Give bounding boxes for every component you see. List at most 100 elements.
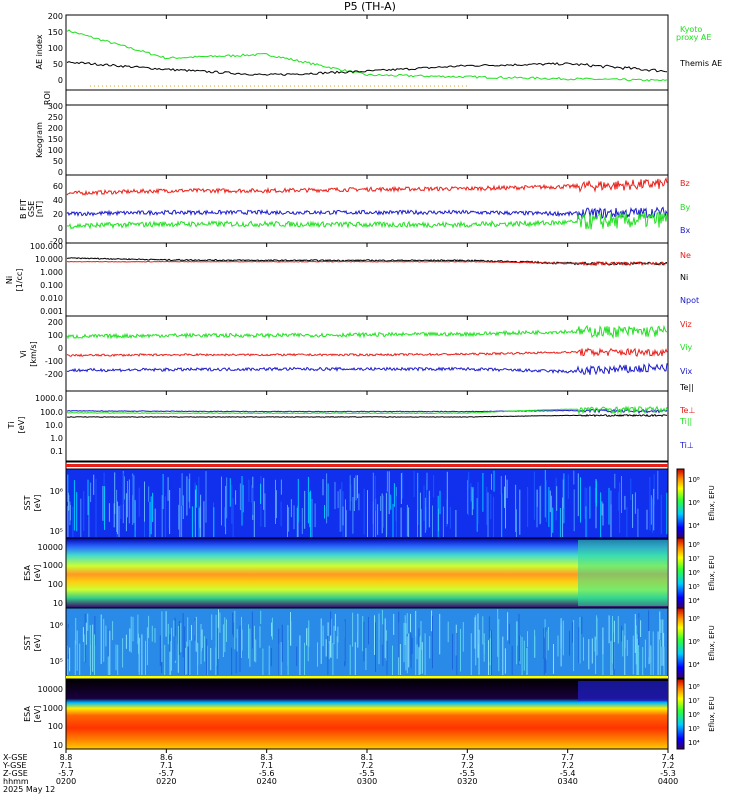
spectrogram-streak — [254, 625, 255, 662]
density-legend-npot: Npot — [680, 296, 699, 305]
bfield-panel: B FIT GSE [nT] 60 40 20 0 -20 Bz By Bx — [19, 177, 690, 246]
spectrogram-streak — [224, 507, 225, 527]
spectrogram-streak — [390, 494, 392, 510]
spectrogram-streak — [288, 507, 290, 532]
viz-line — [66, 324, 668, 340]
spectrogram-streak — [420, 621, 422, 650]
spectrogram-streak — [100, 614, 102, 664]
spectrogram-streak — [132, 476, 134, 496]
spectrogram-streak — [80, 498, 82, 537]
spectrogram-streak — [402, 472, 404, 499]
spectrogram-streak — [601, 501, 603, 516]
spectrogram-streak — [76, 492, 78, 532]
spectrogram-streak — [508, 623, 510, 645]
spectrogram-streak — [516, 621, 518, 665]
spectrogram-streak — [470, 633, 472, 675]
spectrogram-streak — [165, 611, 167, 637]
spectrogram-streak — [339, 489, 341, 532]
spectrogram-streak — [608, 615, 610, 644]
spectrogram-streak — [613, 642, 615, 675]
spectrogram-streak — [322, 479, 324, 496]
spectrogram-streak — [638, 645, 640, 675]
spectrogram-streak — [150, 496, 152, 535]
colorbar-esa-e-label: Eflux, EFU — [708, 555, 716, 590]
spectrogram-streak — [353, 477, 355, 511]
spectrogram-streak — [259, 626, 261, 648]
spectrogram-streak — [251, 484, 253, 503]
spectrogram-streak — [666, 492, 668, 535]
spectrogram-streak — [304, 490, 306, 529]
spectrogram-streak — [357, 475, 358, 499]
spectrogram-streak — [635, 625, 637, 665]
spectrogram-streak — [132, 473, 134, 525]
x-tick-label-y: 7.1 — [60, 761, 73, 770]
spectrogram-streak — [350, 484, 352, 502]
spectrogram-streak — [452, 633, 453, 670]
spectrogram-streak — [540, 484, 542, 524]
spectrogram-streak — [482, 616, 484, 645]
spectrogram-streak — [197, 643, 199, 665]
x-tick-label-x: 7.7 — [561, 753, 574, 762]
spectrogram-streak — [337, 491, 339, 509]
x-axis-ticks: 8.87.1-5.702008.67.1-5.702208.37.1-5.602… — [56, 15, 678, 786]
spectrogram-streak — [594, 488, 596, 504]
density-panel: Ni [1/cc] 100.000 10.000 1.000 0.100 0.0… — [5, 242, 699, 316]
spectrogram-streak — [395, 496, 397, 537]
spectrogram-streak — [281, 624, 283, 662]
spectrogram-streak — [610, 641, 612, 675]
spectrogram-streak — [342, 506, 344, 526]
keogram-tick-200: 200 — [48, 124, 63, 133]
spectrogram-streak — [188, 479, 190, 502]
spectrogram-streak — [586, 488, 588, 537]
spectrogram-streak — [222, 624, 224, 657]
sst-ion-spectrogram — [65, 607, 669, 679]
spectrogram-streak — [352, 497, 354, 534]
spectrogram-streak — [206, 645, 208, 675]
spectrogram-streak — [330, 621, 331, 658]
spectrogram-streak — [182, 613, 184, 658]
spectrogram-streak — [506, 479, 508, 499]
spectrogram-streak — [477, 613, 479, 658]
spectrogram-streak — [477, 482, 479, 525]
x-tick-label-z: -5.3 — [660, 769, 676, 778]
x-tick-label-x: 7.4 — [662, 753, 675, 762]
spectrogram-streak — [328, 641, 330, 660]
spectrogram-streak — [476, 498, 478, 532]
velocity-tick-minus200: -200 — [45, 370, 63, 379]
colorbar-esa-i-tick-4: 10⁵ — [688, 725, 700, 733]
spectrogram-streak — [367, 490, 368, 537]
spectrogram-streak — [144, 481, 145, 522]
spectrogram-streak — [659, 611, 661, 640]
spectrogram-streak — [134, 501, 136, 531]
spectrogram-streak — [539, 486, 541, 525]
mode-bar — [65, 461, 669, 470]
spectrogram-streak — [327, 635, 329, 675]
bfield-legend-bz: Bz — [680, 179, 690, 188]
colorbar-esa-i-tick-3: 10⁶ — [688, 711, 700, 719]
spectrogram-streak — [178, 504, 180, 530]
spectrogram-streak — [363, 488, 365, 535]
spectrogram-streak — [170, 641, 172, 675]
spectrogram-streak — [410, 613, 411, 633]
spectrogram-streak — [544, 619, 546, 636]
spectrogram-streak — [511, 645, 513, 675]
spectrogram-streak — [241, 616, 242, 658]
x-tick-label-t: 0200 — [56, 777, 76, 786]
colorbar-sst-i-tick-3: 10⁴ — [688, 661, 700, 669]
spectrogram-streak — [594, 636, 596, 652]
esa-ion-late-interval-top — [578, 681, 668, 701]
keogram-tick-50: 50 — [53, 157, 63, 166]
spectrogram-streak — [562, 497, 564, 537]
spectrogram-streak — [446, 471, 448, 525]
esa-electron-panel: ESA [eV] 10000 1000 100 10 — [23, 537, 669, 609]
spectrogram-streak — [141, 634, 143, 675]
spectrogram-streak — [475, 615, 477, 666]
spectrogram-streak — [579, 617, 581, 664]
spectrogram-streak — [652, 498, 654, 533]
ae-tick-50: 50 — [53, 60, 63, 69]
spectrogram-streak — [489, 638, 491, 666]
spectrogram-streak — [200, 624, 202, 665]
spectrogram-streak — [184, 626, 186, 675]
spectrogram-streak — [128, 489, 130, 524]
colorbar-esa-i-label: Eflux, EFU — [708, 696, 716, 731]
